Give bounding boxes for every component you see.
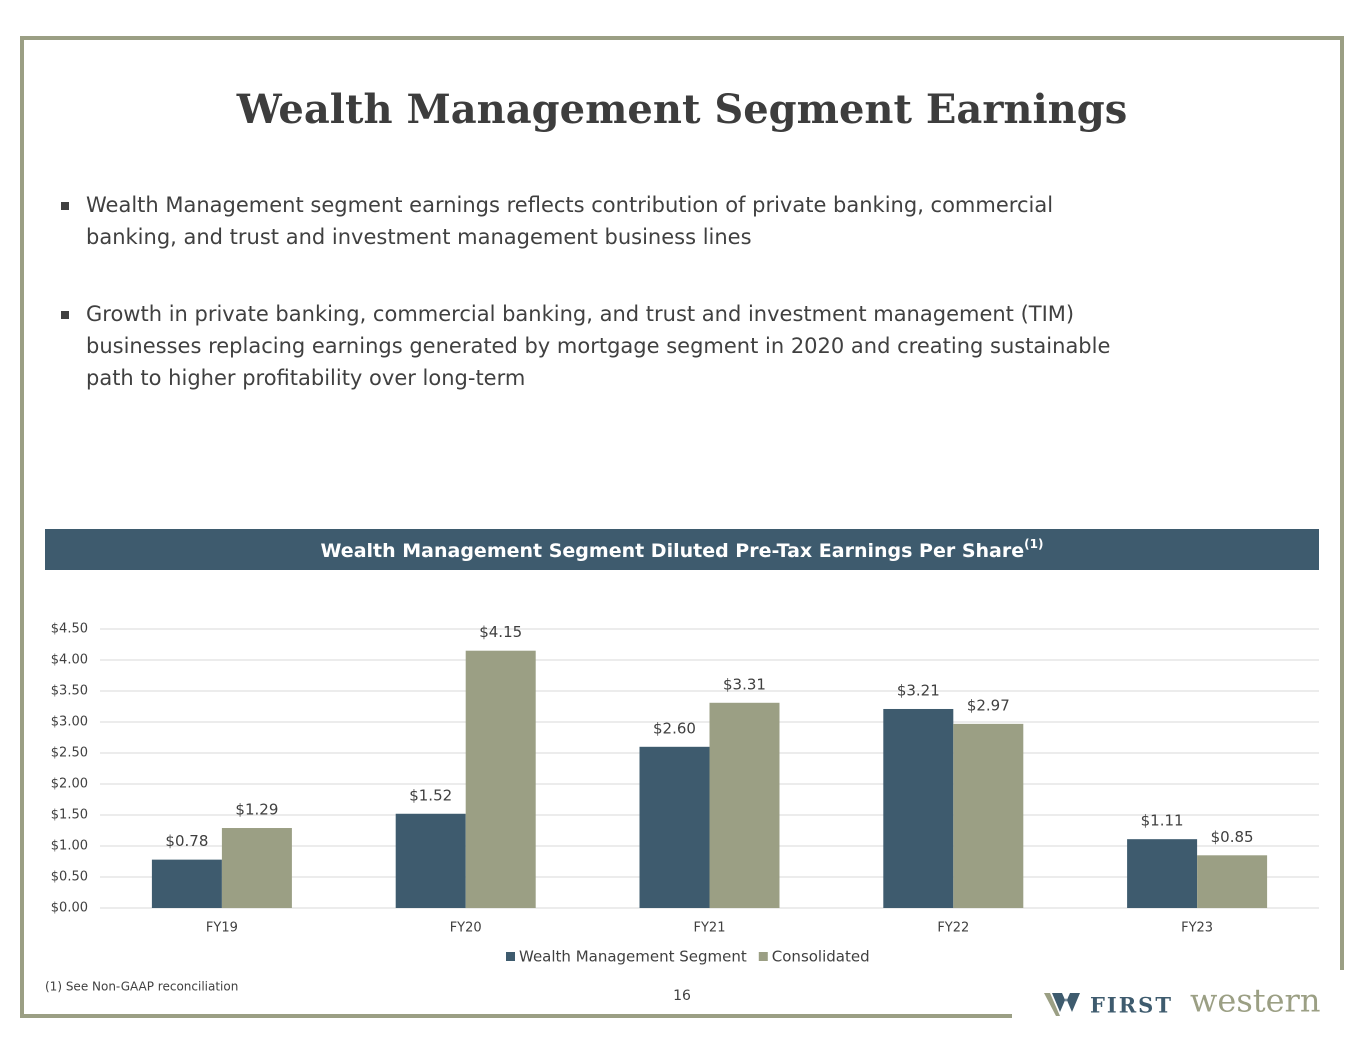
logo-text: FIRST — [1090, 993, 1173, 1018]
y-tick-label: $4.50 — [51, 622, 88, 637]
bullet-text: Growth in private banking, commercial ba… — [86, 302, 1074, 326]
logo: FIRST western — [1038, 982, 1320, 1020]
slide-title: Wealth Management Segment Earnings — [236, 86, 1127, 133]
value-label: $1.29 — [235, 801, 278, 819]
value-label: $2.97 — [967, 696, 1010, 714]
footnote: (1) See Non-GAAP reconciliation — [45, 980, 238, 994]
chart-header — [45, 529, 1319, 570]
logo-icon — [1044, 993, 1060, 1016]
value-label: $2.60 — [653, 719, 696, 737]
value-label: $0.78 — [165, 832, 208, 850]
value-label: $1.11 — [1141, 812, 1184, 830]
legend-swatch — [506, 952, 515, 961]
y-tick-label: $1.50 — [51, 808, 88, 823]
legend: Wealth Management Segment Consolidated — [506, 948, 870, 966]
x-tick-label: FY22 — [937, 921, 969, 936]
y-tick-label: $2.50 — [51, 746, 88, 761]
logo-text: western — [1190, 982, 1320, 1020]
bar — [709, 702, 780, 908]
legend-swatch — [758, 952, 768, 961]
x-tick-label: FY23 — [1181, 921, 1213, 936]
value-label: $3.21 — [897, 681, 940, 699]
chart-title-superscript: (1) — [1024, 537, 1043, 551]
page-number: 16 — [673, 988, 691, 1004]
legend-label: Wealth Management Segment — [519, 948, 747, 966]
y-tick-label: $1.00 — [51, 839, 88, 854]
slide-border — [20, 36, 1344, 1018]
x-tick-label: FY19 — [206, 921, 238, 936]
y-tick-label: $4.00 — [51, 653, 88, 668]
value-label: $3.31 — [723, 675, 766, 693]
bullet-text: banking, and trust and investment manage… — [86, 225, 752, 249]
bar — [465, 650, 536, 908]
y-tick-label: $0.00 — [51, 901, 88, 916]
chart: $0.00 $0.50 $1.00 $1.50 $2.00 $2.50 $3.00 $3.50… — [51, 622, 1319, 966]
bar — [1127, 839, 1198, 908]
bullet-text: Wealth Management segment earnings refle… — [86, 193, 1053, 217]
bullet-marker — [61, 311, 69, 319]
bullet-list: Wealth Management segment earnings refle… — [61, 193, 1110, 390]
bar — [883, 708, 954, 908]
legend-label: Consolidated — [772, 948, 870, 966]
x-tick-label: FY20 — [450, 921, 482, 936]
value-label: $0.85 — [1211, 828, 1254, 846]
bar — [1197, 855, 1268, 908]
bullet-marker — [61, 202, 69, 210]
y-tick-label: $0.50 — [51, 870, 88, 885]
logo-icon — [1038, 993, 1080, 1012]
bar — [395, 813, 466, 908]
chart-title: Wealth Management Segment Diluted Pre-Ta… — [321, 537, 1044, 562]
bar — [221, 828, 292, 908]
bullet-text: businesses replacing earnings generated … — [86, 334, 1110, 358]
chart-title-text: Wealth Management Segment Diluted Pre-Ta… — [321, 540, 1025, 562]
bar — [639, 746, 710, 908]
y-tick-label: $2.00 — [51, 777, 88, 792]
y-tick-label: $3.00 — [51, 715, 88, 730]
bar — [151, 859, 222, 908]
x-tick-label: FY21 — [694, 921, 726, 936]
value-label: $4.15 — [479, 623, 522, 641]
bullet-text: path to higher profitability over long-t… — [86, 366, 525, 390]
value-label: $1.52 — [409, 786, 452, 804]
y-tick-label: $3.50 — [51, 684, 88, 699]
bar — [953, 723, 1024, 908]
